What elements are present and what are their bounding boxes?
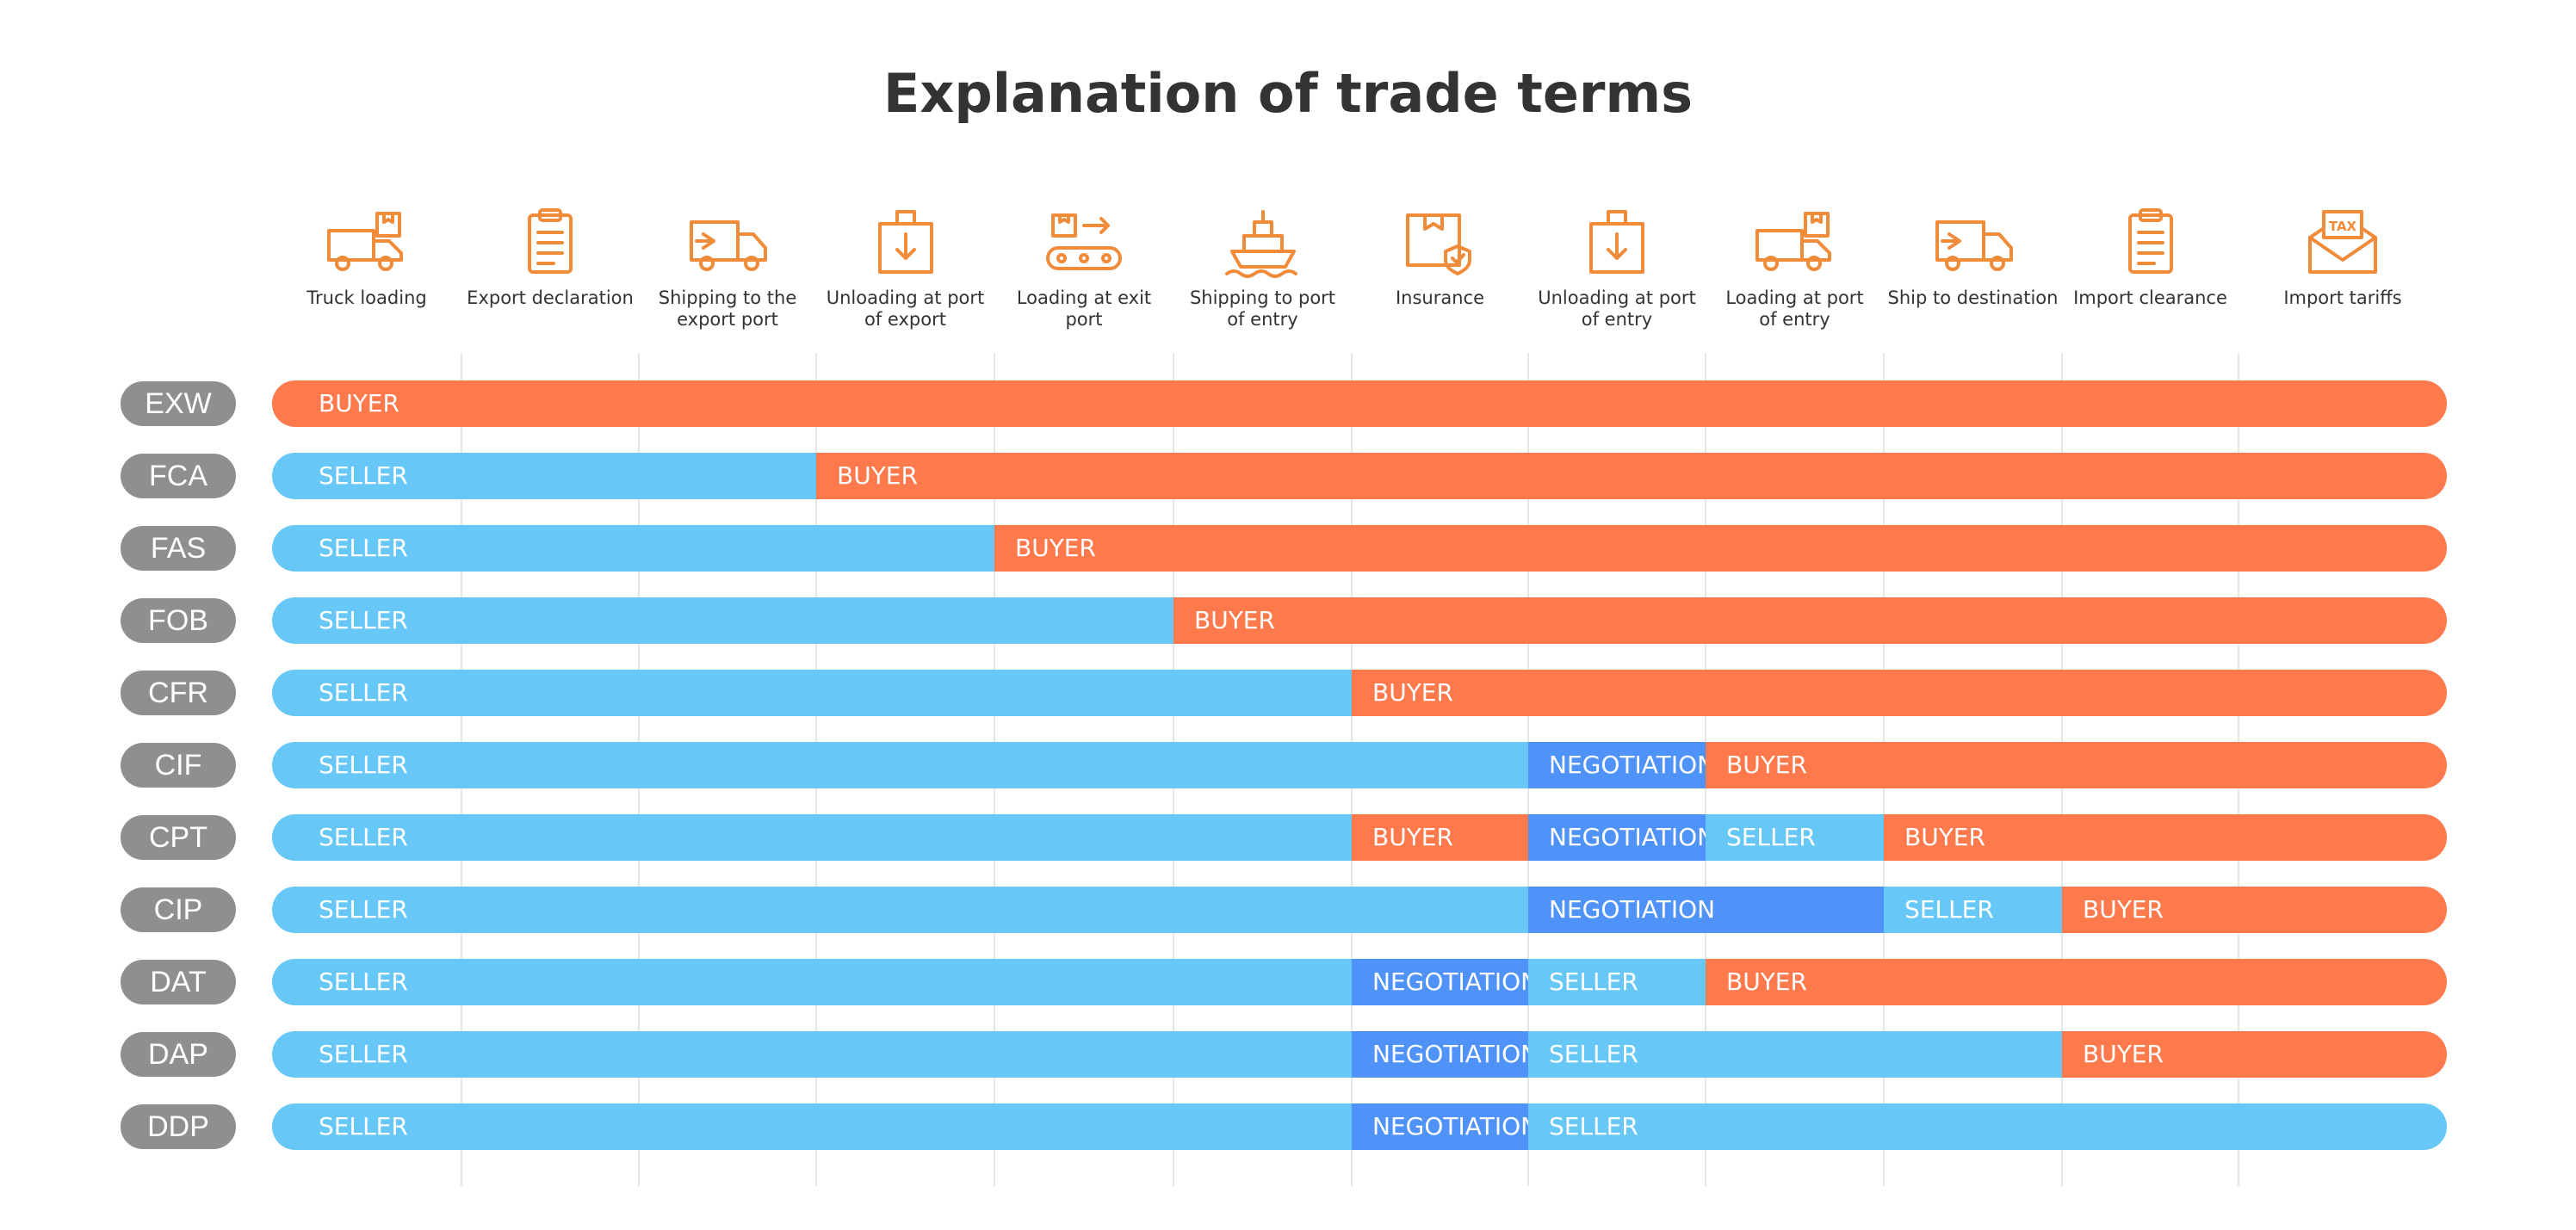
segment-buyer: BUYER bbox=[1173, 597, 2447, 644]
column-header: Import clearance bbox=[2059, 203, 2242, 309]
segment-seller: SELLER bbox=[272, 453, 816, 499]
column-header: Unloading at port of entry bbox=[1526, 203, 1708, 331]
column-header: Shipping to port of entry bbox=[1172, 203, 1354, 331]
term-label-cip: CIP bbox=[121, 887, 236, 932]
segment-seller: SELLER bbox=[272, 670, 1352, 716]
segment-negotiation: NEGOTIATION bbox=[1352, 1103, 1528, 1150]
column-label: Ship to destination bbox=[1887, 287, 2059, 308]
column-header: Ship to destination bbox=[1882, 203, 2065, 309]
term-label-exw: EXW bbox=[121, 381, 236, 426]
segment-buyer: BUYER bbox=[816, 453, 2447, 499]
truck-loading-icon bbox=[1755, 212, 1831, 271]
segment-seller: SELLER bbox=[1528, 1031, 2062, 1078]
term-bar-exw: BUYER bbox=[272, 380, 2447, 427]
term-label-cif: CIF bbox=[121, 743, 236, 788]
column-label: Loading at exit port bbox=[1016, 287, 1152, 330]
term-label-ddp: DDP bbox=[121, 1104, 236, 1149]
term-bar-cfr: SELLER BUYER bbox=[272, 670, 2447, 716]
column-header: Export declaration bbox=[459, 203, 641, 309]
term-label-dap: DAP bbox=[121, 1032, 236, 1077]
column-header: Loading at exit port bbox=[993, 203, 1175, 331]
column-header: Truck loading bbox=[276, 203, 458, 309]
segment-buyer: BUYER bbox=[1352, 670, 2447, 716]
delivery-truck-icon bbox=[1935, 220, 2013, 271]
segment-buyer: BUYER bbox=[1706, 742, 2447, 788]
box-down-icon bbox=[1589, 210, 1644, 274]
segment-buyer: BUYER bbox=[2062, 1031, 2447, 1078]
column-label: Insurance bbox=[1395, 287, 1485, 308]
segment-seller: SELLER bbox=[272, 597, 1173, 644]
term-label-dat: DAT bbox=[121, 960, 236, 1004]
term-bar-ddp: SELLER NEGOTIATION SELLER bbox=[272, 1103, 2447, 1150]
segment-seller: SELLER bbox=[272, 959, 1352, 1005]
segment-seller: SELLER bbox=[272, 814, 1352, 861]
segment-seller: SELLER bbox=[1706, 814, 1884, 861]
segment-seller: SELLER bbox=[1884, 887, 2062, 933]
segment-negotiation: NEGOTIATION bbox=[1528, 814, 1706, 861]
segment-buyer: BUYER bbox=[1352, 814, 1528, 861]
column-label: Import clearance bbox=[2073, 287, 2227, 308]
column-header: Shipping to the export port bbox=[636, 203, 819, 331]
column-header: TAX Import tariffs bbox=[2251, 203, 2434, 309]
delivery-truck-icon bbox=[690, 220, 767, 271]
page-title: Explanation of trade terms bbox=[883, 62, 1693, 125]
column-header: Loading at port of entry bbox=[1704, 203, 1886, 331]
clipboard-icon bbox=[2127, 208, 2173, 274]
truck-loading-icon bbox=[327, 212, 403, 271]
segment-negotiation: NEGOTIATION bbox=[1528, 742, 1706, 788]
column-header: Unloading at port of export bbox=[814, 203, 997, 331]
segment-buyer: BUYER bbox=[1884, 814, 2447, 861]
column-label: Import tariffs bbox=[2283, 287, 2402, 308]
conveyor-icon bbox=[1046, 213, 1122, 270]
column-label: Shipping to port of entry bbox=[1189, 287, 1336, 330]
segment-buyer: BUYER bbox=[2062, 887, 2447, 933]
clipboard-icon bbox=[528, 208, 573, 274]
segment-seller: SELLER bbox=[272, 742, 1528, 788]
segment-seller: SELLER bbox=[272, 1031, 1352, 1078]
term-label-fas: FAS bbox=[121, 526, 236, 571]
segment-buyer: BUYER bbox=[1706, 959, 2447, 1005]
segment-negotiation: NEGOTIATION bbox=[1528, 887, 1884, 933]
term-bar-cif: SELLER NEGOTIATION BUYER bbox=[272, 742, 2447, 788]
column-header: Insurance bbox=[1349, 203, 1532, 309]
column-label: Unloading at port of entry bbox=[1538, 287, 1696, 330]
tax-envelope-icon: TAX bbox=[2308, 210, 2377, 274]
term-label-cfr: CFR bbox=[121, 671, 236, 715]
insured-box-icon bbox=[1405, 213, 1471, 275]
column-label: Loading at port of entry bbox=[1725, 287, 1864, 330]
term-label-fca: FCA bbox=[121, 454, 236, 498]
term-bar-fob: SELLER BUYER bbox=[272, 597, 2447, 644]
term-bar-dat: SELLER NEGOTIATION SELLER BUYER bbox=[272, 959, 2447, 1005]
segment-negotiation: NEGOTIATION bbox=[1352, 959, 1528, 1005]
box-down-icon bbox=[877, 210, 933, 274]
segment-negotiation: NEGOTIATION bbox=[1352, 1031, 1528, 1078]
svg-text:TAX: TAX bbox=[2329, 219, 2357, 234]
segment-seller: SELLER bbox=[272, 1103, 1352, 1150]
term-bar-fca: SELLER BUYER bbox=[272, 453, 2447, 499]
column-label: Truck loading bbox=[307, 287, 427, 308]
term-bar-dap: SELLER NEGOTIATION SELLER BUYER bbox=[272, 1031, 2447, 1078]
term-bar-cip: SELLER NEGOTIATION SELLER BUYER bbox=[272, 887, 2447, 933]
term-bar-cpt: SELLER BUYER NEGOTIATION SELLER BUYER bbox=[272, 814, 2447, 861]
segment-buyer: BUYER bbox=[272, 380, 2447, 427]
term-bar-fas: SELLER BUYER bbox=[272, 525, 2447, 572]
segment-seller: SELLER bbox=[1528, 959, 1706, 1005]
segment-buyer: BUYER bbox=[994, 525, 2447, 572]
column-label: Unloading at port of export bbox=[826, 287, 985, 330]
segment-seller: SELLER bbox=[1528, 1103, 2447, 1150]
column-label: Shipping to the export port bbox=[658, 287, 797, 330]
term-label-cpt: CPT bbox=[121, 815, 236, 860]
segment-seller: SELLER bbox=[272, 525, 994, 572]
segment-seller: SELLER bbox=[272, 887, 1528, 933]
term-label-fob: FOB bbox=[121, 598, 236, 643]
ship-icon bbox=[1224, 210, 1297, 278]
column-label: Export declaration bbox=[467, 287, 634, 308]
